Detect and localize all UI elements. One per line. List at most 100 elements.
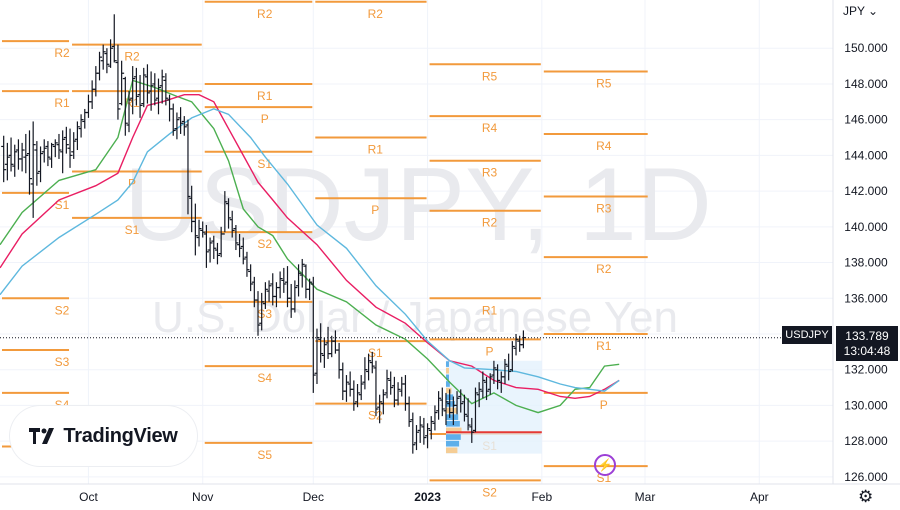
volume-profile-bin xyxy=(445,387,452,394)
ohlc-bar xyxy=(237,233,243,258)
currency-label: JPY xyxy=(843,4,866,18)
ohlc-bar xyxy=(454,391,460,415)
ohlc-bar xyxy=(214,242,220,265)
pivot-label: S4 xyxy=(257,371,272,385)
ohlc-bar xyxy=(115,44,121,120)
pivot-label: R5 xyxy=(482,69,498,83)
ohlc-bar xyxy=(15,139,21,170)
ohlc-bar xyxy=(388,371,394,395)
ohlc-bar xyxy=(67,128,73,168)
volume-profile-bin xyxy=(445,447,458,454)
ohlc-bar xyxy=(63,126,69,154)
ohlc-bar xyxy=(23,133,29,174)
ohlc-bar xyxy=(366,353,372,381)
volume-profile-bin xyxy=(445,427,462,434)
pivot-label: S1 xyxy=(368,346,383,360)
pivot-label: R2 xyxy=(482,216,498,230)
ohlc-bar xyxy=(226,198,232,229)
ohlc-bar xyxy=(373,360,379,417)
ohlc-bar xyxy=(122,76,128,136)
pivot-label: R2 xyxy=(54,46,70,60)
ohlc-bar xyxy=(380,389,386,415)
ohlc-bar xyxy=(111,14,117,63)
volume-profile-bin xyxy=(445,401,455,407)
ohlc-bar xyxy=(502,358,508,384)
pivot-label: R2 xyxy=(124,50,140,64)
ohlc-bar xyxy=(60,130,66,174)
ohlc-bar xyxy=(369,351,375,374)
ohlc-bar xyxy=(465,398,471,431)
ohlc-bar xyxy=(144,64,150,104)
ohlc-bar xyxy=(432,405,438,431)
ohlc-bar xyxy=(318,323,324,363)
volume-profile-bin xyxy=(445,407,457,414)
pivot-label: P xyxy=(261,112,269,126)
ohlc-bar xyxy=(155,78,161,115)
ohlc-bar xyxy=(406,396,412,427)
pivot-label: R1 xyxy=(596,339,612,353)
x-tick-label: Feb xyxy=(531,490,552,504)
volume-profile-bin xyxy=(445,381,450,387)
ohlc-bar xyxy=(262,282,268,309)
volume-profile-bin xyxy=(445,367,449,374)
bar-countdown: 13:04:48 xyxy=(843,343,891,358)
ohlc-bar xyxy=(255,291,261,336)
pivot-label: R1 xyxy=(368,143,384,157)
ohlc-bar xyxy=(233,225,239,251)
ohlc-bar xyxy=(491,360,497,384)
y-tick-label: 144.000 xyxy=(844,148,888,162)
ohlc-bar xyxy=(487,373,493,395)
volume-profile-bin xyxy=(445,361,449,367)
ohlc-bar xyxy=(49,142,55,168)
ohlc-bar xyxy=(469,417,475,443)
volume-profile-bin xyxy=(445,414,459,420)
ohlc-bar xyxy=(1,135,7,183)
ohlc-bar xyxy=(56,133,62,159)
ohlc-bar xyxy=(343,375,349,402)
ohlc-bar xyxy=(196,219,202,247)
ohlc-bar xyxy=(495,364,501,390)
volume-profile-bin xyxy=(445,440,460,447)
pivot-label: S2 xyxy=(55,303,70,317)
y-tick-label: 150.000 xyxy=(844,41,888,55)
ohlc-bar xyxy=(137,75,143,118)
ohlc-bar xyxy=(292,280,298,313)
ohlc-bar xyxy=(207,237,213,263)
ohlc-bar xyxy=(358,375,364,401)
pivot-label: R1 xyxy=(54,96,70,110)
ohlc-bar xyxy=(178,107,184,134)
ohlc-bar xyxy=(174,112,180,140)
pivot-label: P xyxy=(486,344,494,358)
ohlc-bar xyxy=(266,280,272,302)
gear-icon[interactable]: ⚙ xyxy=(858,487,874,506)
ohlc-bar xyxy=(74,121,80,151)
pivot-label: R3 xyxy=(482,166,498,180)
ohlc-bar xyxy=(82,108,88,129)
ohlc-bar xyxy=(436,391,442,420)
ohlc-bar xyxy=(321,337,327,368)
ohlc-bar xyxy=(30,121,36,218)
y-tick-label: 130.000 xyxy=(844,398,888,412)
ohlc-bar xyxy=(244,251,250,277)
pivot-label: S1 xyxy=(55,198,70,212)
ohlc-bar xyxy=(443,392,449,426)
chevron-down-icon: ⌄ xyxy=(868,4,879,18)
x-tick-label: Nov xyxy=(192,490,213,504)
ohlc-bars xyxy=(1,14,526,454)
ohlc-bar xyxy=(484,376,490,401)
pivot-label: S1 xyxy=(125,223,140,237)
symbol-price-tag: USDJPY xyxy=(782,326,832,344)
lightning-icon[interactable]: ⚡ xyxy=(594,454,616,476)
currency-selector[interactable]: JPY ⌄ xyxy=(843,4,878,18)
y-tick-label: 136.000 xyxy=(844,291,888,305)
ohlc-bar xyxy=(152,73,158,106)
pivot-label: R5 xyxy=(596,76,612,90)
pivot-label: R3 xyxy=(596,201,612,215)
x-tick-label: Oct xyxy=(79,490,98,504)
ohlc-bar xyxy=(89,80,95,109)
ohlc-bar xyxy=(355,383,361,408)
tradingview-logo-icon xyxy=(29,428,55,444)
ohlc-bar xyxy=(45,141,51,167)
